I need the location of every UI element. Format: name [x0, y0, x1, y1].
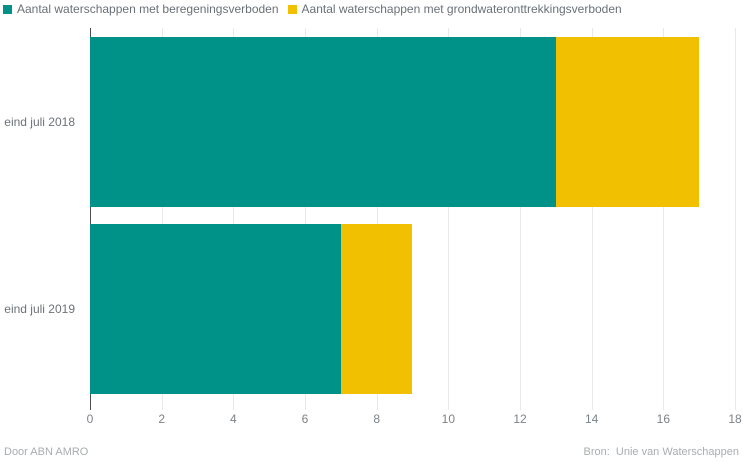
legend-swatch-yellow-icon: [287, 4, 297, 14]
bar-segment: [90, 224, 341, 395]
grid-line: [161, 28, 163, 410]
x-tick-label: 2: [158, 412, 165, 426]
bar-row: [90, 224, 735, 395]
legend-item-grondwateronttrekkingsverboden: Aantal waterschappen met grondwateronttr…: [287, 2, 622, 16]
grid-line: [305, 28, 306, 410]
x-tick-label: 12: [513, 412, 527, 426]
x-tick-label: 0: [86, 412, 94, 426]
plot-area: [90, 28, 736, 410]
y-axis-line: [90, 28, 91, 410]
x-tick-label: 6: [301, 412, 309, 426]
grid-line: [520, 28, 521, 410]
x-tick-label: 8: [373, 412, 380, 426]
footer-credit: Door ABN AMRO: [4, 446, 89, 458]
x-tick-label: 10: [441, 412, 456, 426]
bars-area: [90, 28, 735, 403]
grid-line: [663, 28, 665, 410]
legend-label: Aantal waterschappen met beregeningsverb…: [17, 2, 279, 16]
gridlines: [90, 28, 736, 410]
x-tick-label: 18: [728, 412, 742, 426]
bar-segment: [340, 224, 413, 395]
x-tick-label: 16: [656, 412, 671, 426]
legend-label: Aantal waterschappen met grondwateronttr…: [301, 2, 622, 16]
x-tick-label: 14: [584, 412, 599, 426]
category-label: eind juli 2019: [4, 302, 75, 317]
grid-line: [448, 28, 450, 410]
x-tick-label: 4: [229, 412, 237, 426]
category-label: eind juli 2018: [4, 114, 75, 129]
legend-swatch-teal-icon: [3, 4, 12, 14]
bar-segment: [90, 36, 556, 207]
grid-line: [591, 28, 593, 410]
legend-item-beregeningsverboden: Aantal waterschappen met beregeningsverb…: [3, 2, 279, 16]
bar-segment: [555, 36, 700, 207]
legend: Aantal waterschappen met beregeningsverb…: [3, 2, 622, 16]
footer-source: Bron: Unie van Waterschappen: [583, 446, 739, 458]
grid-line: [233, 28, 235, 410]
bar-row: [90, 36, 735, 207]
x-axis: 0 2 4 6 8 10 12 14 16 18: [86, 412, 742, 428]
grid-line: [376, 28, 378, 410]
category-labels: eind juli 2018 eind juli 2019: [0, 28, 80, 403]
grid-line: [735, 28, 736, 410]
footer: Door ABN AMRO Bron: Unie van Waterschapp…: [0, 446, 743, 458]
